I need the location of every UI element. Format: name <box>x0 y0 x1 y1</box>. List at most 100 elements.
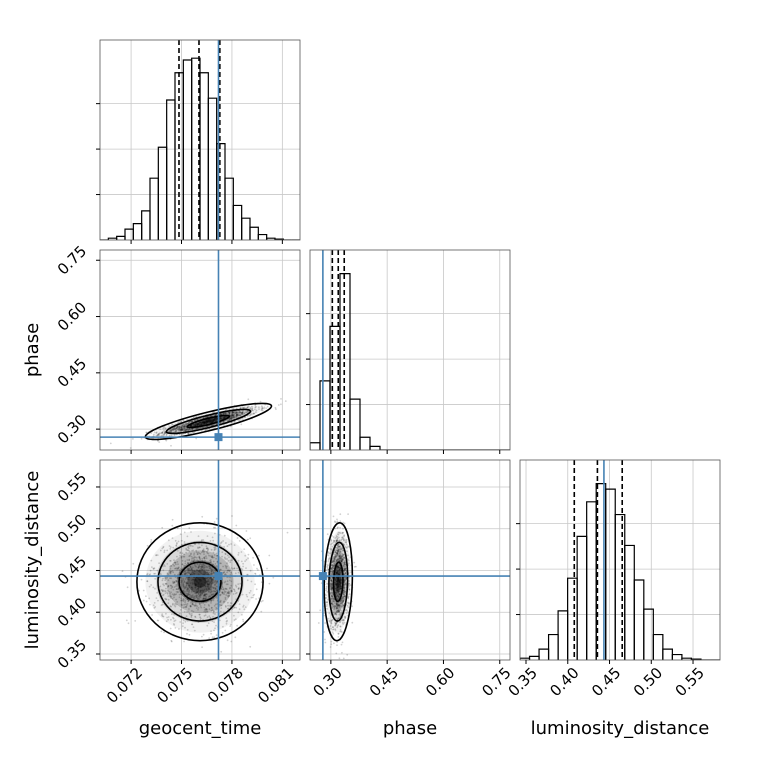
sample-point <box>211 609 214 611</box>
sample-point <box>191 603 194 605</box>
sample-point <box>207 583 210 586</box>
sample-point <box>183 570 186 573</box>
sample-point <box>189 566 192 568</box>
sample-point <box>200 565 202 568</box>
sample-point <box>208 420 211 423</box>
sample-point <box>181 425 184 428</box>
sample-point <box>191 588 193 591</box>
sample-point <box>161 589 164 591</box>
sample-point <box>260 581 263 584</box>
sample-point <box>178 428 181 431</box>
sample-point <box>186 428 188 430</box>
sample-point <box>171 570 174 572</box>
sample-point <box>207 573 210 576</box>
hist-bar <box>116 235 126 240</box>
sample-point <box>222 571 225 574</box>
hist-bar <box>349 398 361 450</box>
sample-point <box>235 415 238 418</box>
sample-point <box>148 597 151 600</box>
sample-point <box>212 616 214 618</box>
sample-point <box>202 539 205 541</box>
sample-point <box>221 416 224 419</box>
sample-point <box>175 580 178 583</box>
sample-point <box>174 561 177 564</box>
sample-point <box>224 596 227 599</box>
sample-point <box>176 426 179 429</box>
sample-point <box>192 424 195 427</box>
sample-point <box>255 588 258 591</box>
sample-point <box>203 426 206 429</box>
sample-point <box>189 613 192 616</box>
sample-point <box>195 583 198 586</box>
sample-point <box>187 562 190 564</box>
sample-point <box>164 590 166 593</box>
sample-point <box>342 657 345 660</box>
sample-point <box>184 587 187 589</box>
sample-point <box>249 645 252 648</box>
sample-point <box>214 563 217 565</box>
sample-point <box>202 618 205 621</box>
sample-point <box>163 433 165 436</box>
sample-point <box>145 600 148 603</box>
sample-point <box>145 431 148 434</box>
sample-point <box>203 570 206 572</box>
sample-point <box>179 621 182 623</box>
sample-point <box>216 596 219 598</box>
sample-point <box>196 559 199 561</box>
sample-point <box>173 586 176 588</box>
sample-point <box>191 425 193 427</box>
sample-point <box>191 586 194 589</box>
sample-point <box>207 587 210 589</box>
hist-bar <box>149 177 159 240</box>
sample-point <box>181 425 184 427</box>
sample-point <box>231 418 233 421</box>
sample-point <box>244 606 247 608</box>
sample-point <box>180 599 183 602</box>
sample-point <box>204 585 207 587</box>
sample-point <box>190 552 193 555</box>
joint-panel-luminosity_distance-vs-phase <box>310 460 510 660</box>
sample-point <box>195 584 197 587</box>
sample-point <box>173 434 176 436</box>
sample-point <box>227 569 230 572</box>
sample-point <box>220 413 222 415</box>
sample-point <box>231 568 234 570</box>
sample-point <box>202 423 205 425</box>
sample-point <box>170 640 173 643</box>
sample-point <box>208 567 211 570</box>
sample-point <box>197 585 200 588</box>
sample-point <box>205 557 208 560</box>
hist-bar <box>633 579 645 660</box>
sample-point <box>195 592 198 594</box>
hist-bar <box>624 544 635 660</box>
sample-point <box>225 542 227 544</box>
sample-point <box>237 587 240 589</box>
sample-point <box>210 424 213 427</box>
sample-point <box>160 630 163 633</box>
sample-point <box>216 417 218 420</box>
sample-point <box>170 584 173 587</box>
sample-point <box>205 422 207 425</box>
density-level <box>153 405 264 438</box>
sample-point <box>181 559 184 562</box>
sample-point <box>174 431 177 433</box>
hist-bar <box>310 442 321 450</box>
sample-point <box>221 631 224 634</box>
sample-point <box>224 416 226 419</box>
sample-point <box>183 590 186 593</box>
sample-point <box>209 567 212 570</box>
sample-point <box>209 577 211 580</box>
sample-point <box>209 421 211 424</box>
sample-point <box>195 437 198 440</box>
sample-point <box>161 579 164 582</box>
sample-point <box>190 586 193 589</box>
sample-point <box>237 416 239 419</box>
sample-point <box>201 515 204 518</box>
sample-point <box>225 617 228 619</box>
sample-point <box>224 416 226 418</box>
sample-point <box>180 555 183 558</box>
x-ticks <box>330 660 501 664</box>
sample-point <box>220 417 223 420</box>
sample-point <box>184 570 187 573</box>
sample-point <box>263 407 265 410</box>
